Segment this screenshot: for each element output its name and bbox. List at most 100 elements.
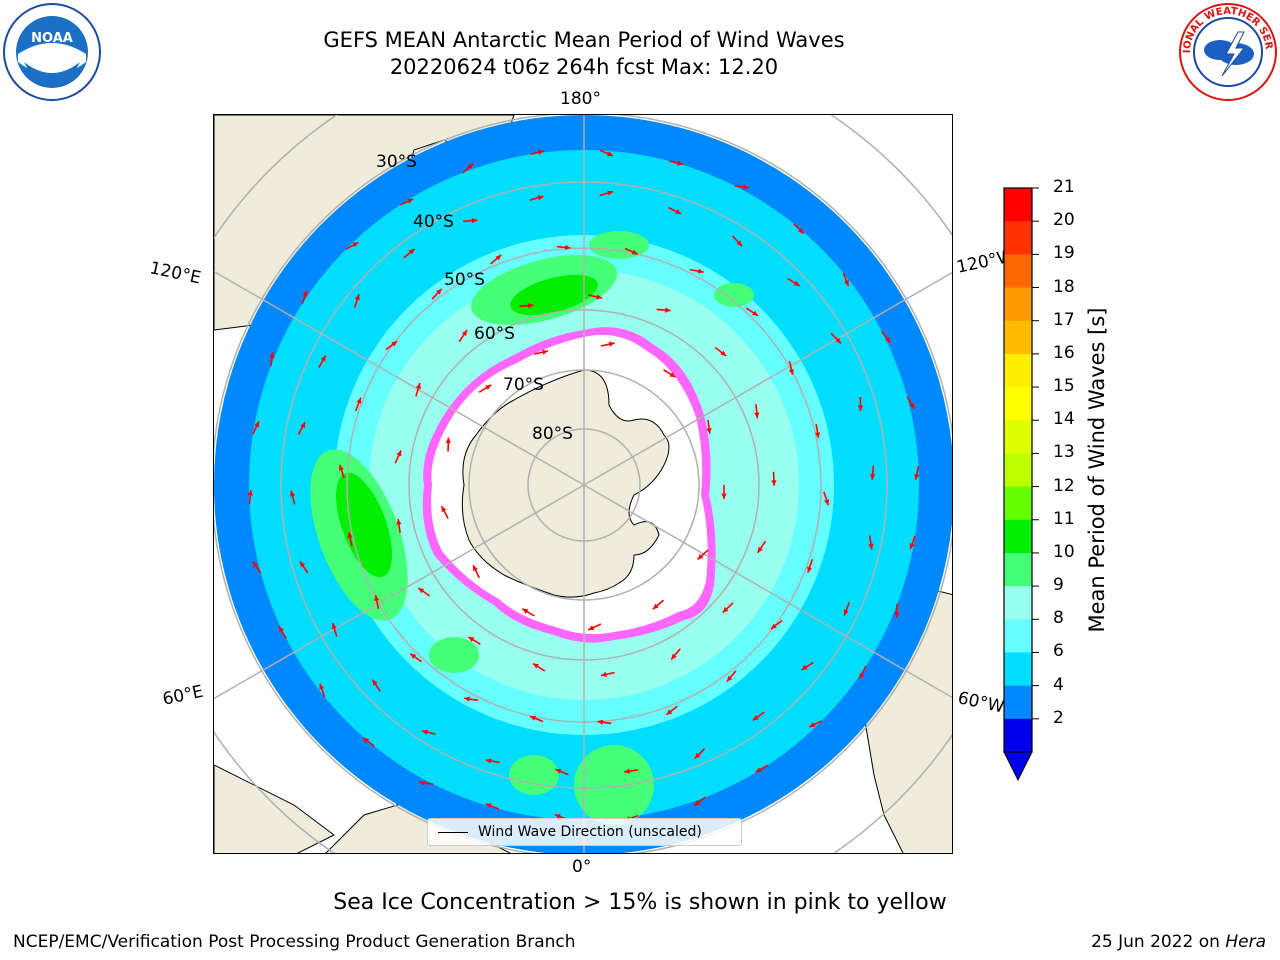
wind-wave-arrowhead [356, 397, 362, 404]
wind-wave-arrowhead [859, 672, 865, 679]
wind-wave-arrowhead [421, 729, 428, 735]
wind-wave-arrowhead [445, 437, 451, 443]
colorbar-tick-label: 10 [1053, 541, 1075, 562]
wind-wave-arrowhead [464, 696, 470, 702]
colorbar-tick-label: 6 [1053, 641, 1064, 662]
colorbar-segment [1004, 652, 1032, 687]
wind-wave-arrowhead [468, 636, 475, 642]
wind-wave-arrowhead [495, 254, 502, 261]
wind-wave-arrowhead [485, 803, 492, 809]
wind-wave-arrowhead [608, 341, 615, 347]
wind-wave-arrowhead [607, 190, 614, 196]
wind-wave-arrowhead [801, 664, 808, 670]
colorbar-tick-label: 16 [1053, 342, 1075, 363]
wind-wave-arrowhead [461, 330, 468, 337]
wind-wave-arrowhead [247, 490, 253, 496]
wind-wave-arrowhead [797, 227, 804, 234]
lat-label-30s: 30°S [376, 152, 417, 172]
wind-wave-arrowhead [596, 294, 603, 300]
wind-wave-arrowhead [396, 450, 402, 457]
wind-wave-arrowhead [418, 588, 425, 594]
wind-wave-arrowhead [391, 341, 398, 347]
colorbar-segment [1004, 552, 1032, 587]
colorbar-tick-label: 8 [1053, 608, 1064, 629]
wind-wave-arrowhead [522, 608, 529, 614]
wind-wave-arrowhead [532, 663, 539, 669]
colorbar-segment [1004, 685, 1032, 720]
wind-wave-arrowhead [870, 474, 876, 480]
lon-label-180: 180° [560, 89, 601, 109]
wind-wave-arrowhead [665, 307, 671, 313]
colorbar-tick-label: 17 [1053, 309, 1075, 330]
wind-wave-arrowhead [857, 405, 864, 411]
wind-wave-arrowhead [347, 532, 353, 539]
map-legend: Wind Wave Direction (unscaled) [427, 818, 742, 846]
wind-wave-arrowhead [706, 428, 712, 434]
wind-wave-arrowhead [755, 767, 762, 773]
wind-wave-arrowhead [807, 566, 813, 573]
long-period-patches [310, 231, 754, 825]
antarctica-landmass [461, 369, 670, 598]
wind-wave-arrowhead [694, 800, 701, 806]
wind-wave-arrowhead [441, 506, 447, 513]
wind-wave-arrowhead [564, 244, 571, 251]
wind-wave-arrowhead [722, 606, 729, 613]
colorbar-segment [1004, 486, 1032, 521]
wind-wave-arrowhead [652, 603, 659, 610]
wind-wave-arrowhead [752, 715, 759, 721]
lat-label-80s: 80°S [532, 424, 573, 444]
chart-title: GEFS MEAN Antarctic Mean Period of Wind … [323, 28, 845, 52]
lat-label-70s: 70°S [503, 375, 544, 395]
colorbar-segment [1004, 221, 1032, 255]
wind-wave-arrowhead [554, 814, 561, 820]
chart-subtitle: 20220624 t06z 264h fcst Max: 12.20 [389, 55, 779, 79]
colorbar-segment [1004, 254, 1032, 289]
colorbar-tick-label: 11 [1053, 508, 1075, 529]
colorbar-tick-label: 20 [1053, 210, 1075, 231]
wind-wave-arrowhead [607, 151, 614, 157]
wind-wave-arrowhead [677, 160, 683, 166]
wind-wave-arrowhead [471, 218, 478, 224]
wind-wave-arrowhead [868, 543, 874, 550]
wind-wave-arrowhead [720, 350, 727, 356]
wind-wave-arrowhead [597, 719, 604, 725]
wind-wave-arrowhead [894, 612, 900, 618]
polar-map [214, 115, 952, 853]
wind-wave-arrowhead [408, 249, 415, 255]
wind-wave-arrowhead [631, 249, 638, 255]
wind-wave-arrowhead [485, 758, 492, 764]
lon-label-120e: 120°E [147, 258, 203, 289]
colorbar-label: Mean Period of Wind Waves [s] [1085, 307, 1109, 633]
colorbar-segment [1004, 586, 1032, 620]
footer-credit: NCEP/EMC/Verification Post Processing Pr… [13, 932, 576, 952]
graticule [214, 115, 952, 853]
wind-wave-arrowhead [835, 337, 842, 344]
wind-wave-arrowhead [300, 422, 306, 429]
wind-wave-arrowhead [694, 752, 701, 759]
wind-wave-arrowhead [601, 671, 607, 677]
colorbar-tick-label: 15 [1053, 376, 1075, 397]
wind-wave-arrowhead [844, 280, 849, 287]
wind-wave-arrowhead [814, 432, 821, 438]
wind-wave-arrowhead [352, 242, 359, 248]
colorbar-tick-label: 13 [1053, 442, 1075, 463]
map-panel [213, 114, 953, 854]
wind-wave-arrowhead [372, 679, 378, 686]
wind-wave-arrowhead [320, 355, 326, 362]
colorbar-segment [1004, 387, 1032, 421]
wind-wave-arrowhead [624, 768, 630, 774]
colorbar-segment [1004, 519, 1032, 554]
wind-wave-arrowhead [793, 280, 800, 286]
colorbar-segment [1004, 188, 1032, 222]
wind-wave-arrowhead [436, 288, 442, 295]
wind-wave-arrowhead [697, 553, 704, 560]
wind-wave-arrowhead [289, 490, 296, 497]
footer-date-text: 25 Jun 2022 on [1091, 932, 1220, 952]
wind-wave-arrowhead [529, 715, 536, 721]
wind-wave-arrowhead [885, 336, 891, 343]
wind-wave-arrowhead [669, 372, 676, 378]
wind-wave-arrowhead [537, 149, 544, 155]
colorbar-tick-label: 21 [1053, 177, 1075, 197]
wind-wave-arrowhead [354, 294, 360, 301]
wind-wave-arrowhead [542, 349, 549, 355]
